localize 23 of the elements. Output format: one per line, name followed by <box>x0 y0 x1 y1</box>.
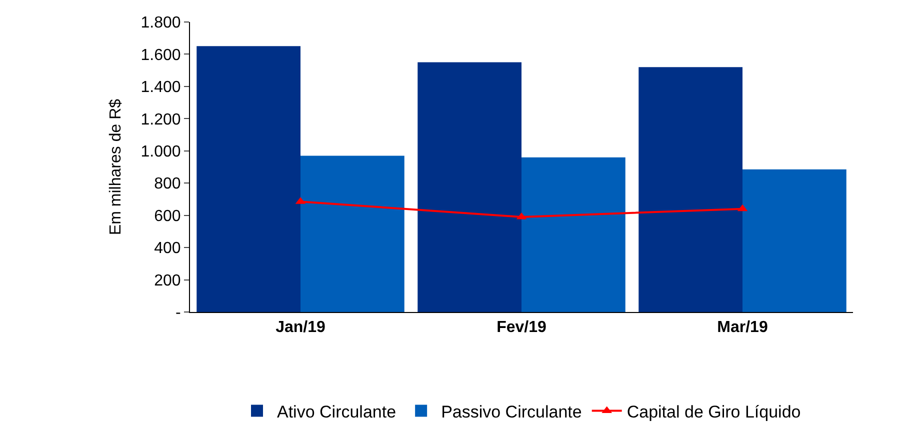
y-tick-label: 1.800 <box>140 14 181 32</box>
legend-label: Capital de Giro Líquido <box>626 402 801 422</box>
bar <box>742 169 846 312</box>
bar <box>300 156 404 312</box>
x-tick-label: Mar/19 <box>717 319 768 336</box>
y-tick-label: 200 <box>154 272 181 290</box>
y-tick-label: 600 <box>154 208 181 225</box>
y-tick-label: 800 <box>154 176 181 193</box>
x-tick-label: Fev/19 <box>496 319 547 336</box>
bar <box>522 157 626 312</box>
y-tick-label: 1.600 <box>140 46 181 64</box>
y-tick-label: 1.200 <box>140 111 181 128</box>
y-tick-label: 1.400 <box>140 79 181 96</box>
y-tick-label: 1.000 <box>140 143 181 160</box>
y-tick-label: 400 <box>154 240 181 258</box>
bar <box>196 46 300 312</box>
bar <box>638 67 742 312</box>
bar <box>418 62 522 312</box>
x-tick-label: Jan/19 <box>276 319 326 336</box>
y-tick-label: - <box>175 304 181 322</box>
legend-label: Ativo Circulante <box>277 402 396 422</box>
y-axis-title: Em milhares de R$ <box>108 98 125 236</box>
legend-label: Passivo Circulante <box>441 402 582 422</box>
